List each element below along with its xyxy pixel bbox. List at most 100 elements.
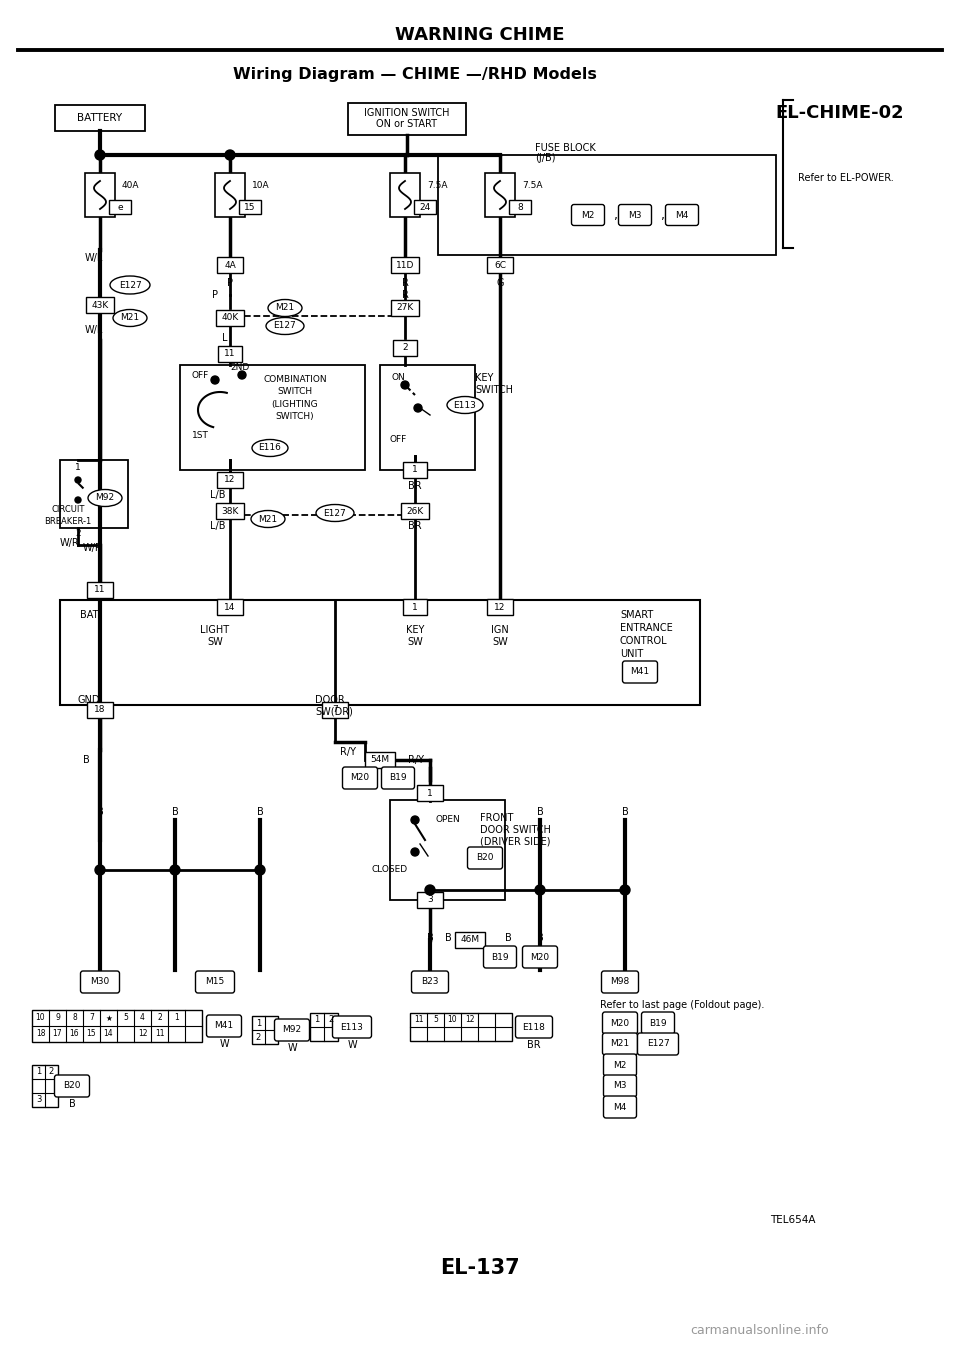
FancyBboxPatch shape <box>206 1014 242 1038</box>
Circle shape <box>170 865 180 875</box>
Text: M92: M92 <box>95 493 114 502</box>
Bar <box>216 310 244 326</box>
Text: M3: M3 <box>628 210 641 220</box>
Text: 5: 5 <box>433 1016 438 1024</box>
Text: B: B <box>172 807 179 818</box>
Bar <box>509 200 531 215</box>
Text: 2: 2 <box>49 1067 54 1077</box>
Bar <box>87 702 113 718</box>
Text: 17: 17 <box>53 1029 62 1039</box>
Text: 8: 8 <box>517 202 523 212</box>
Text: Wiring Diagram — CHIME —/RHD Models: Wiring Diagram — CHIME —/RHD Models <box>233 67 597 81</box>
Bar <box>32 1065 58 1107</box>
Text: L/B: L/B <box>210 490 226 500</box>
Bar <box>217 473 243 488</box>
Ellipse shape <box>316 505 354 521</box>
Text: BR: BR <box>408 521 421 531</box>
Bar <box>348 103 466 134</box>
Text: M41: M41 <box>214 1021 233 1031</box>
Text: W/R: W/R <box>60 538 80 549</box>
Text: R: R <box>401 291 408 300</box>
Text: IGNITION SWITCH: IGNITION SWITCH <box>364 109 449 118</box>
FancyBboxPatch shape <box>622 661 658 683</box>
Text: 43K: 43K <box>91 300 108 310</box>
Text: 10: 10 <box>36 1013 45 1023</box>
Text: 11: 11 <box>94 585 106 595</box>
Text: BREAKER-1: BREAKER-1 <box>44 516 91 526</box>
Text: 1: 1 <box>36 1067 41 1077</box>
Bar <box>438 155 776 255</box>
Text: FUSE BLOCK: FUSE BLOCK <box>535 143 596 153</box>
Text: B20: B20 <box>63 1081 81 1090</box>
Bar <box>487 599 513 615</box>
Text: B19: B19 <box>649 1018 667 1028</box>
Text: 40A: 40A <box>122 181 139 190</box>
Text: 38K: 38K <box>222 507 239 516</box>
Text: B: B <box>505 933 512 942</box>
Bar <box>455 932 485 948</box>
Text: 3: 3 <box>427 895 433 904</box>
Text: R: R <box>401 278 408 288</box>
Text: B23: B23 <box>421 978 439 986</box>
Text: CONTROL: CONTROL <box>620 636 667 646</box>
Text: 2: 2 <box>75 528 81 538</box>
FancyBboxPatch shape <box>412 971 448 993</box>
Text: B: B <box>68 1099 76 1109</box>
Text: 9: 9 <box>55 1013 60 1023</box>
Text: W/L: W/L <box>85 325 104 335</box>
Text: M98: M98 <box>611 978 630 986</box>
Text: B: B <box>426 933 433 942</box>
Text: B20: B20 <box>476 853 493 862</box>
Text: 11: 11 <box>414 1016 423 1024</box>
Text: KEY: KEY <box>475 373 493 383</box>
Text: B: B <box>97 807 104 818</box>
FancyBboxPatch shape <box>603 1033 637 1055</box>
Text: M41: M41 <box>631 668 650 676</box>
Text: E127: E127 <box>324 508 347 517</box>
Bar <box>322 702 348 718</box>
Text: M30: M30 <box>90 978 109 986</box>
FancyBboxPatch shape <box>604 1096 636 1118</box>
Text: (LIGHTING: (LIGHTING <box>272 399 319 409</box>
Text: 27K: 27K <box>396 303 414 312</box>
Text: M15: M15 <box>205 978 225 986</box>
Text: 7: 7 <box>89 1013 94 1023</box>
FancyBboxPatch shape <box>665 205 699 225</box>
Bar <box>403 599 427 615</box>
Text: ,: , <box>661 209 665 221</box>
Text: ENTRANCE: ENTRANCE <box>620 623 673 633</box>
Circle shape <box>238 371 246 379</box>
FancyBboxPatch shape <box>81 971 119 993</box>
Text: B: B <box>83 755 89 765</box>
Text: 18: 18 <box>36 1029 45 1039</box>
Circle shape <box>411 847 419 856</box>
Text: SW(DR): SW(DR) <box>315 706 353 716</box>
Text: G: G <box>496 278 504 288</box>
Bar <box>252 1016 278 1044</box>
Circle shape <box>401 382 409 388</box>
Ellipse shape <box>268 300 302 316</box>
Text: E113: E113 <box>341 1023 364 1032</box>
Text: E113: E113 <box>453 401 476 410</box>
Text: COMBINATION: COMBINATION <box>263 376 326 384</box>
Text: 4: 4 <box>140 1013 145 1023</box>
Bar <box>217 257 243 273</box>
FancyBboxPatch shape <box>332 1016 372 1038</box>
Text: BAT: BAT <box>80 610 99 621</box>
Text: E127: E127 <box>119 281 141 289</box>
Text: L/B: L/B <box>210 521 226 531</box>
Circle shape <box>211 376 219 384</box>
Text: SW: SW <box>207 637 223 646</box>
FancyBboxPatch shape <box>602 971 638 993</box>
FancyBboxPatch shape <box>516 1016 553 1038</box>
Text: P: P <box>227 278 233 288</box>
Text: 1: 1 <box>427 789 433 797</box>
Text: 8: 8 <box>72 1013 77 1023</box>
Text: ★: ★ <box>105 1013 112 1023</box>
Bar <box>216 502 244 519</box>
Text: 10A: 10A <box>252 181 270 190</box>
Circle shape <box>225 149 235 160</box>
FancyBboxPatch shape <box>571 205 605 225</box>
Text: 12: 12 <box>465 1016 474 1024</box>
Text: M4: M4 <box>613 1103 627 1111</box>
